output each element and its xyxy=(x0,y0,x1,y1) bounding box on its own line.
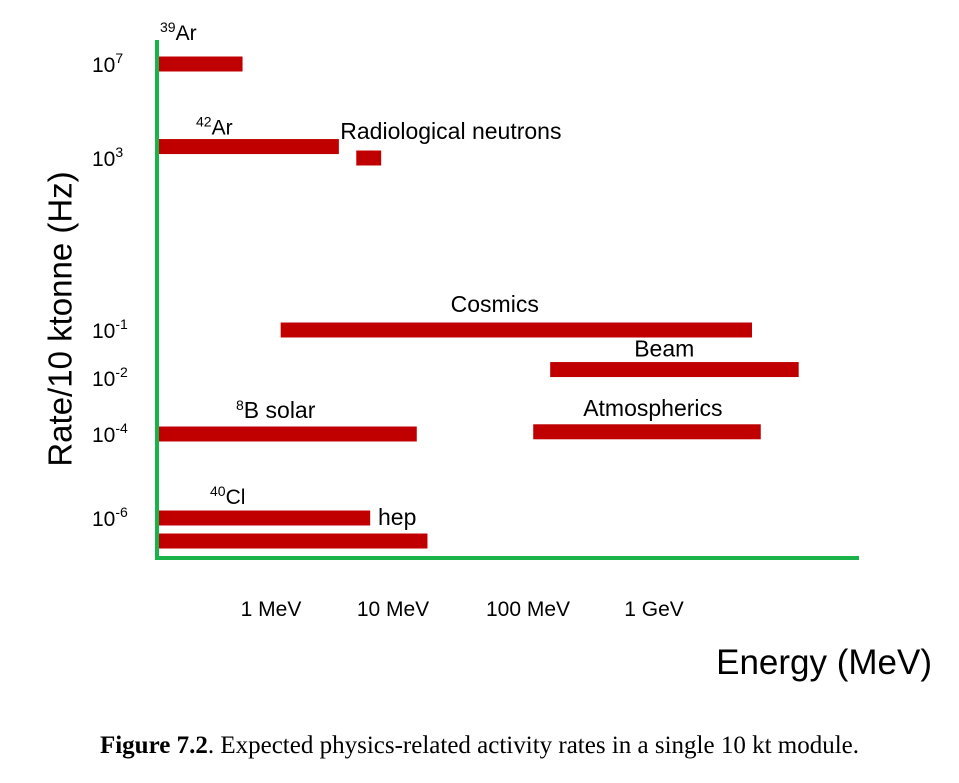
x-tick-label-1: 1 MeV xyxy=(241,598,302,621)
figure-caption-text: . Expected physics-related activity rate… xyxy=(207,732,860,759)
range-bar-3 xyxy=(356,150,382,166)
range-bar-4 xyxy=(280,322,752,338)
series-label-7: Atmospherics xyxy=(583,395,722,421)
figure-caption-label: Figure 7.2 xyxy=(99,732,208,759)
y-tick-label-2: 103 xyxy=(92,144,123,171)
series-labels: 39Ar 42Ar Radiological neutrons Cosmics Beam… xyxy=(160,19,723,530)
x-tick-label-4: 1 GeV xyxy=(624,598,684,621)
range-bar-1 xyxy=(158,56,243,72)
range-bar-8 xyxy=(158,510,371,526)
y-tick-label-6: 10-6 xyxy=(92,504,128,531)
series-label-9: hep xyxy=(378,504,416,530)
series-label-1: 39Ar xyxy=(160,19,197,45)
y-tick-labels: 107 103 10-1 10-2 10-4 10-6 xyxy=(92,50,128,531)
y-axis-label: Rate/10 ktonne (Hz) xyxy=(42,171,79,466)
series-label-3: Radiological neutrons xyxy=(340,118,561,144)
x-tick-label-3: 100 MeV xyxy=(486,598,570,621)
x-tick-label-2: 10 MeV xyxy=(357,598,429,621)
range-bar-6 xyxy=(158,426,417,442)
y-tick-label-4: 10-2 xyxy=(92,364,128,391)
y-tick-label-3: 10-1 xyxy=(92,316,128,343)
figure-caption: Figure 7.2. Expected physics-related act… xyxy=(0,732,959,760)
axes xyxy=(155,40,859,560)
range-bar-5 xyxy=(550,362,799,378)
range-bars xyxy=(158,56,799,549)
x-tick-labels: 1 MeV 10 MeV 100 MeV 1 GeV xyxy=(241,598,684,621)
y-tick-label-1: 107 xyxy=(92,50,123,77)
x-axis-label: Energy (MeV) xyxy=(716,643,932,682)
series-label-5: Beam xyxy=(634,336,694,362)
series-label-2: 42Ar xyxy=(196,114,233,140)
range-bar-7 xyxy=(533,424,761,440)
series-label-4: Cosmics xyxy=(451,291,539,317)
series-label-8: 40Cl xyxy=(210,483,245,509)
y-tick-label-5: 10-4 xyxy=(92,420,128,447)
range-bar-9 xyxy=(158,533,428,549)
series-label-6: 8B solar xyxy=(236,397,316,423)
range-bar-2 xyxy=(158,139,339,155)
